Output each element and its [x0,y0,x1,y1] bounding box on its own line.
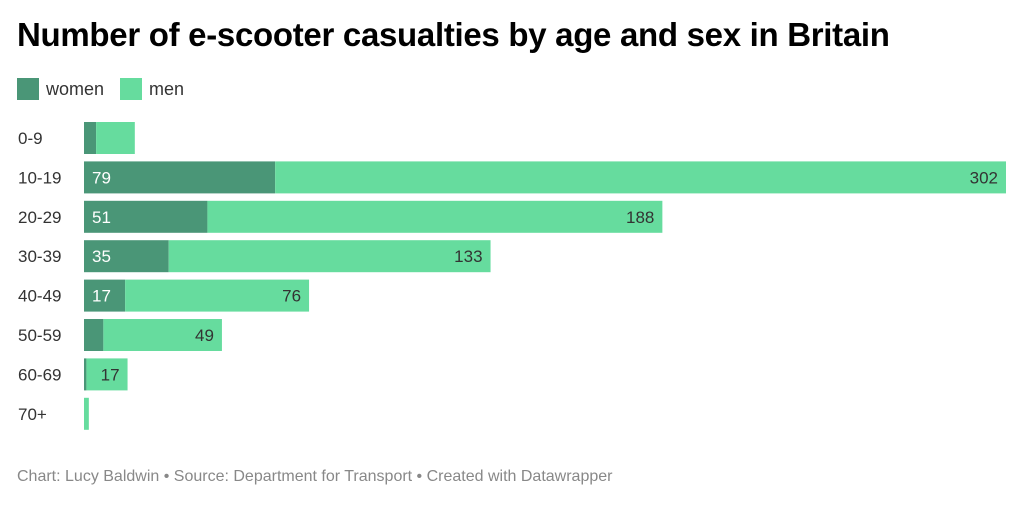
bar-group-30-39: 30-39 35 133 [18,240,491,273]
chart-title: Number of e-scooter casualties by age an… [17,16,890,53]
category-label: 10-19 [18,168,61,187]
data-label-men: 17 [101,365,120,384]
bar-women [84,161,276,194]
data-label-men: 188 [626,208,654,227]
legend-item-men: men [120,78,184,100]
bar-men [86,358,128,391]
data-label-men: 49 [195,326,214,345]
bar-group-70+: 70+ [18,397,89,430]
bar-group-20-29: 20-29 51 188 [18,200,663,233]
bar-women [84,200,208,233]
category-label: 60-69 [18,365,61,384]
bar-women [84,240,169,273]
legend-label-women: women [46,78,105,99]
category-label: 40-49 [18,287,61,306]
bar-men [207,200,663,233]
category-label: 70+ [18,405,47,424]
data-label-women: 79 [92,168,111,187]
bar-men [103,319,222,351]
data-label-men: 302 [970,168,998,187]
data-label-men: 133 [454,247,482,266]
category-label: 50-59 [18,326,61,345]
data-label-women: 35 [92,247,111,266]
bar-men [125,279,310,312]
legend-swatch-women [17,78,39,100]
data-label-women: 17 [92,287,111,306]
bar-women [84,279,126,312]
legend-swatch-men [120,78,143,100]
data-label-men: 76 [282,287,301,306]
category-label: 20-29 [18,208,61,227]
data-label-women: 51 [92,208,111,227]
bar-men [168,240,491,273]
bar-women [84,122,97,154]
bar-women [84,319,104,351]
bar-group-40-49: 40-49 17 76 [18,279,310,312]
bar-group-50-59: 50-59 49 [18,319,222,351]
bar-men [84,397,89,430]
legend-item-women: women [17,78,104,100]
footer-credits: Chart: Lucy Baldwin • Source: Department… [17,468,613,485]
bar-men [275,161,1006,194]
category-label: 30-39 [18,247,61,266]
bar-group-10-19: 10-19 79 302 [18,161,1006,194]
bar-group-60-69: 60-69 17 [18,358,128,391]
bar-women [84,358,87,391]
bar-men [96,122,135,154]
bar-group-0-9: 0-9 [18,122,135,154]
category-label: 0-9 [18,129,43,148]
legend: women men [17,78,200,100]
legend-label-men: men [149,78,185,99]
bar-chart: 0-9 10-19 79 302 20-29 51 188 30-39 35 133 40-49 17… [18,122,1006,430]
